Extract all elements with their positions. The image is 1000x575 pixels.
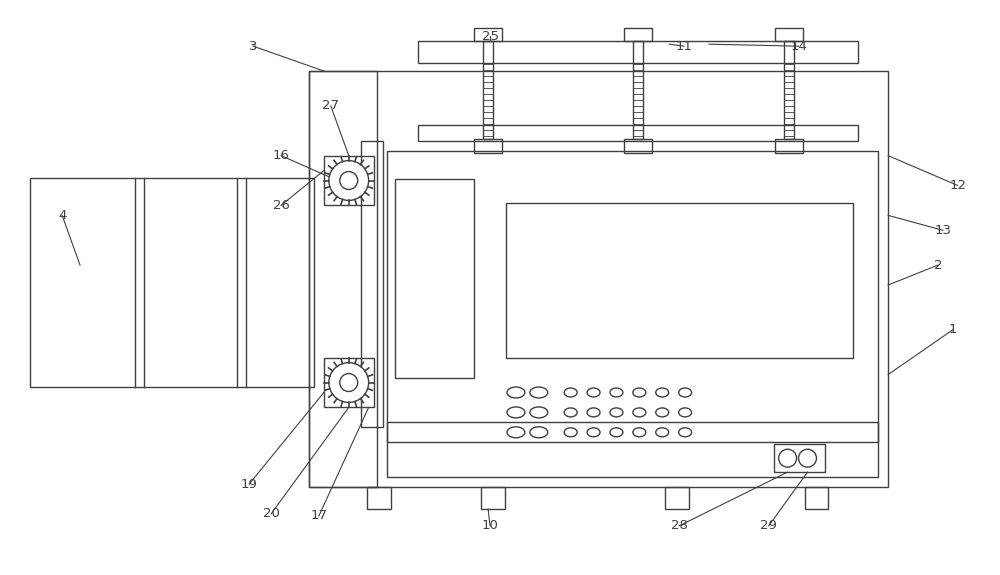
Bar (633, 41, 643, 139)
Circle shape (329, 363, 369, 402)
Ellipse shape (656, 408, 669, 417)
Bar (624, 28, 652, 41)
Ellipse shape (679, 388, 692, 397)
Circle shape (340, 374, 358, 392)
Bar (665, 487, 689, 509)
Circle shape (340, 171, 358, 190)
Bar (805, 487, 828, 509)
Text: 25: 25 (482, 30, 499, 43)
Ellipse shape (507, 387, 525, 398)
Text: 3: 3 (249, 40, 257, 53)
Bar (775, 28, 803, 41)
Ellipse shape (587, 408, 600, 417)
Ellipse shape (507, 427, 525, 438)
Text: 19: 19 (241, 478, 258, 490)
Ellipse shape (679, 428, 692, 437)
Bar (474, 28, 502, 41)
Bar (774, 444, 825, 472)
Ellipse shape (610, 388, 623, 397)
Ellipse shape (587, 388, 600, 397)
Ellipse shape (610, 428, 623, 437)
Ellipse shape (507, 407, 525, 418)
Bar (309, 71, 888, 487)
Text: 11: 11 (676, 40, 693, 53)
Bar (387, 423, 878, 442)
Circle shape (779, 449, 797, 467)
Bar (324, 156, 374, 205)
Ellipse shape (610, 408, 623, 417)
Text: 2: 2 (934, 259, 942, 271)
Bar (418, 41, 858, 63)
Bar (395, 178, 474, 378)
Text: 28: 28 (671, 519, 688, 532)
Text: 27: 27 (322, 99, 339, 112)
Ellipse shape (633, 428, 646, 437)
Ellipse shape (530, 427, 548, 438)
Text: 26: 26 (273, 199, 290, 212)
Text: 20: 20 (263, 507, 280, 520)
Ellipse shape (679, 408, 692, 417)
Text: 1: 1 (949, 323, 957, 336)
Ellipse shape (633, 388, 646, 397)
Text: 29: 29 (760, 519, 777, 532)
Ellipse shape (656, 428, 669, 437)
Bar (387, 151, 878, 477)
Text: 17: 17 (310, 509, 327, 523)
Bar (481, 487, 505, 509)
Ellipse shape (564, 408, 577, 417)
Circle shape (799, 449, 816, 467)
Bar (474, 139, 502, 152)
Bar (30, 178, 314, 386)
Text: 12: 12 (949, 179, 966, 192)
Bar (483, 41, 493, 139)
Bar (361, 141, 383, 427)
Ellipse shape (656, 388, 669, 397)
Bar (784, 41, 794, 139)
Bar (418, 125, 858, 141)
Text: 14: 14 (790, 40, 807, 53)
Bar (324, 358, 374, 408)
Ellipse shape (564, 428, 577, 437)
Ellipse shape (530, 387, 548, 398)
Ellipse shape (564, 388, 577, 397)
Bar (624, 139, 652, 152)
Bar (506, 204, 853, 358)
Circle shape (329, 160, 369, 201)
Ellipse shape (633, 408, 646, 417)
Bar (775, 139, 803, 152)
Text: 4: 4 (58, 209, 66, 222)
Ellipse shape (587, 428, 600, 437)
Ellipse shape (530, 407, 548, 418)
Text: 16: 16 (273, 149, 290, 162)
Bar (309, 71, 377, 487)
Text: 13: 13 (934, 224, 951, 237)
Bar (367, 487, 391, 509)
Text: 10: 10 (482, 519, 498, 532)
